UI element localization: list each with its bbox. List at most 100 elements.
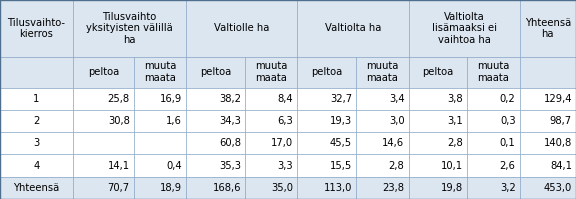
Bar <box>134 132 186 154</box>
Bar <box>297 132 356 154</box>
Bar <box>73 177 134 199</box>
Bar <box>356 132 408 154</box>
Text: Valtiolta
lisämaaksi ei
vaihtoa ha: Valtiolta lisämaaksi ei vaihtoa ha <box>431 12 497 45</box>
Text: 34,3: 34,3 <box>219 116 241 126</box>
Bar <box>467 110 520 132</box>
Bar <box>408 177 467 199</box>
Text: 25,8: 25,8 <box>108 94 130 104</box>
Text: 129,4: 129,4 <box>544 94 572 104</box>
Bar <box>245 177 297 199</box>
Bar <box>0 0 73 57</box>
Text: 2: 2 <box>33 116 40 126</box>
Text: peltoa: peltoa <box>88 67 119 77</box>
Bar <box>520 177 576 199</box>
Text: 10,1: 10,1 <box>441 161 463 171</box>
Bar <box>520 0 576 57</box>
Text: 3,1: 3,1 <box>448 116 463 126</box>
Text: 6,3: 6,3 <box>278 116 293 126</box>
Bar <box>134 154 186 177</box>
Bar <box>73 88 134 110</box>
Text: 0,2: 0,2 <box>500 94 516 104</box>
Bar <box>186 132 245 154</box>
Bar <box>408 154 467 177</box>
Bar <box>408 110 467 132</box>
Bar <box>245 132 297 154</box>
Text: 3,2: 3,2 <box>500 183 516 193</box>
Bar <box>0 57 73 88</box>
Text: 113,0: 113,0 <box>324 183 352 193</box>
Text: 14,6: 14,6 <box>382 138 404 148</box>
Bar <box>0 88 73 110</box>
Bar <box>297 110 356 132</box>
Bar <box>0 177 73 199</box>
Text: 1,6: 1,6 <box>166 116 182 126</box>
Text: muuta
maata: muuta maata <box>366 61 399 83</box>
Bar <box>356 177 408 199</box>
Text: peltoa: peltoa <box>422 67 453 77</box>
Text: 3,4: 3,4 <box>389 94 404 104</box>
Text: 3: 3 <box>33 138 40 148</box>
Text: 3,3: 3,3 <box>278 161 293 171</box>
Text: 0,4: 0,4 <box>166 161 182 171</box>
Text: Yhteensä: Yhteensä <box>13 183 59 193</box>
Bar <box>467 88 520 110</box>
Text: 18,9: 18,9 <box>160 183 182 193</box>
Bar <box>297 0 408 57</box>
Bar <box>186 154 245 177</box>
Text: 17,0: 17,0 <box>271 138 293 148</box>
Text: 15,5: 15,5 <box>330 161 352 171</box>
Bar <box>73 154 134 177</box>
Text: 23,8: 23,8 <box>382 183 404 193</box>
Text: 1: 1 <box>33 94 40 104</box>
Text: Valtiolta ha: Valtiolta ha <box>325 23 381 33</box>
Text: 8,4: 8,4 <box>278 94 293 104</box>
Text: muuta
maata: muuta maata <box>144 61 176 83</box>
Text: 35,0: 35,0 <box>271 183 293 193</box>
Bar <box>467 132 520 154</box>
Text: 2,8: 2,8 <box>448 138 463 148</box>
Text: 35,3: 35,3 <box>219 161 241 171</box>
Bar <box>186 88 245 110</box>
Bar <box>245 154 297 177</box>
Bar <box>520 110 576 132</box>
Bar <box>245 110 297 132</box>
Bar <box>297 177 356 199</box>
Bar <box>356 154 408 177</box>
Bar <box>134 177 186 199</box>
Bar <box>134 88 186 110</box>
Bar <box>297 88 356 110</box>
Bar <box>134 57 186 88</box>
Bar <box>186 177 245 199</box>
Bar <box>0 110 73 132</box>
Text: Yhteensä
ha: Yhteensä ha <box>525 18 571 39</box>
Text: 70,7: 70,7 <box>108 183 130 193</box>
Bar <box>467 154 520 177</box>
Text: 38,2: 38,2 <box>219 94 241 104</box>
Text: 14,1: 14,1 <box>108 161 130 171</box>
Text: 84,1: 84,1 <box>550 161 572 171</box>
Text: 140,8: 140,8 <box>544 138 572 148</box>
Text: 0,1: 0,1 <box>500 138 516 148</box>
Text: 2,8: 2,8 <box>389 161 404 171</box>
Text: 30,8: 30,8 <box>108 116 130 126</box>
Bar <box>245 57 297 88</box>
Bar <box>467 177 520 199</box>
Bar <box>520 57 576 88</box>
Text: peltoa: peltoa <box>200 67 231 77</box>
Bar <box>467 57 520 88</box>
Bar <box>297 154 356 177</box>
Text: 19,3: 19,3 <box>330 116 352 126</box>
Text: 32,7: 32,7 <box>330 94 352 104</box>
Bar <box>73 132 134 154</box>
Bar <box>186 110 245 132</box>
Bar <box>73 110 134 132</box>
Text: 45,5: 45,5 <box>330 138 352 148</box>
Text: 3,0: 3,0 <box>389 116 404 126</box>
Text: 16,9: 16,9 <box>160 94 182 104</box>
Bar <box>134 110 186 132</box>
Bar <box>408 0 520 57</box>
Text: 4: 4 <box>33 161 40 171</box>
Bar <box>356 88 408 110</box>
Bar <box>520 88 576 110</box>
Text: 0,3: 0,3 <box>500 116 516 126</box>
